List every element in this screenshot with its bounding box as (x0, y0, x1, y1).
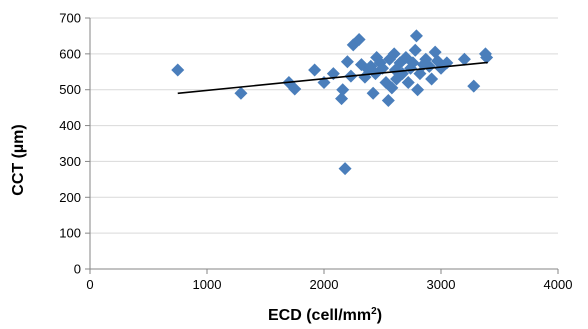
data-point-27 (387, 47, 401, 61)
data-point-10 (340, 55, 354, 69)
x-axis-title: ECD (cell/mm2) (268, 306, 382, 324)
data-point-22 (376, 61, 389, 75)
x-tick-labels: 0 1000 2000 3000 4000 (86, 277, 572, 292)
data-point-43 (425, 72, 439, 86)
trendline-group (177, 61, 488, 95)
y-tick-labels: 0 100 200 300 400 500 600 700 (59, 11, 81, 277)
x-axis-title-suffix: ) (377, 307, 382, 324)
x-tick-label-2000: 2000 (310, 277, 339, 292)
data-point-0 (171, 63, 185, 77)
x-axis-title-superscript: 2 (371, 306, 377, 317)
data-point-13 (352, 33, 366, 47)
y-tick-label-500: 500 (59, 82, 81, 97)
data-point-34 (404, 61, 418, 75)
data-point-1 (234, 86, 248, 100)
data-point-4 (308, 63, 322, 77)
data-point-49 (467, 79, 481, 93)
data-point-18 (366, 86, 380, 100)
data-points (171, 29, 494, 176)
data-point-8 (336, 83, 350, 97)
y-axis-title: CCT (µm) (10, 124, 27, 195)
data-point-36 (408, 43, 422, 57)
y-tick-label-700: 700 (59, 11, 81, 26)
data-point-51 (480, 50, 494, 64)
y-tick-label-100: 100 (59, 226, 81, 241)
axes (85, 17, 559, 274)
data-point-44 (428, 45, 442, 59)
data-point-9 (338, 162, 352, 176)
y-tick-label-400: 400 (59, 118, 81, 133)
y-tick-label-600: 600 (59, 46, 81, 61)
x-axis-title-main: ECD (cell/mm (268, 307, 371, 324)
x-tick-label-1000: 1000 (193, 277, 222, 292)
x-tick-label-3000: 3000 (427, 277, 456, 292)
data-point-33 (401, 76, 415, 90)
data-point-41 (419, 52, 433, 66)
gridlines (90, 17, 558, 234)
y-tick-label-200: 200 (59, 190, 81, 205)
y-tick-label-0: 0 (74, 262, 81, 277)
trendline (177, 61, 488, 95)
x-tick-label-4000: 4000 (544, 277, 573, 292)
data-point-37 (409, 29, 423, 43)
data-point-42 (422, 59, 436, 73)
x-tick-label-0: 0 (86, 277, 93, 292)
data-point-35 (406, 56, 420, 70)
data-point-3 (288, 82, 302, 96)
data-point-38 (411, 83, 425, 97)
data-point-26 (385, 81, 399, 95)
y-tick-label-300: 300 (59, 154, 81, 169)
data-point-24 (381, 93, 395, 107)
data-point-7 (335, 92, 349, 106)
data-point-46 (434, 61, 448, 75)
data-point-48 (457, 52, 471, 66)
